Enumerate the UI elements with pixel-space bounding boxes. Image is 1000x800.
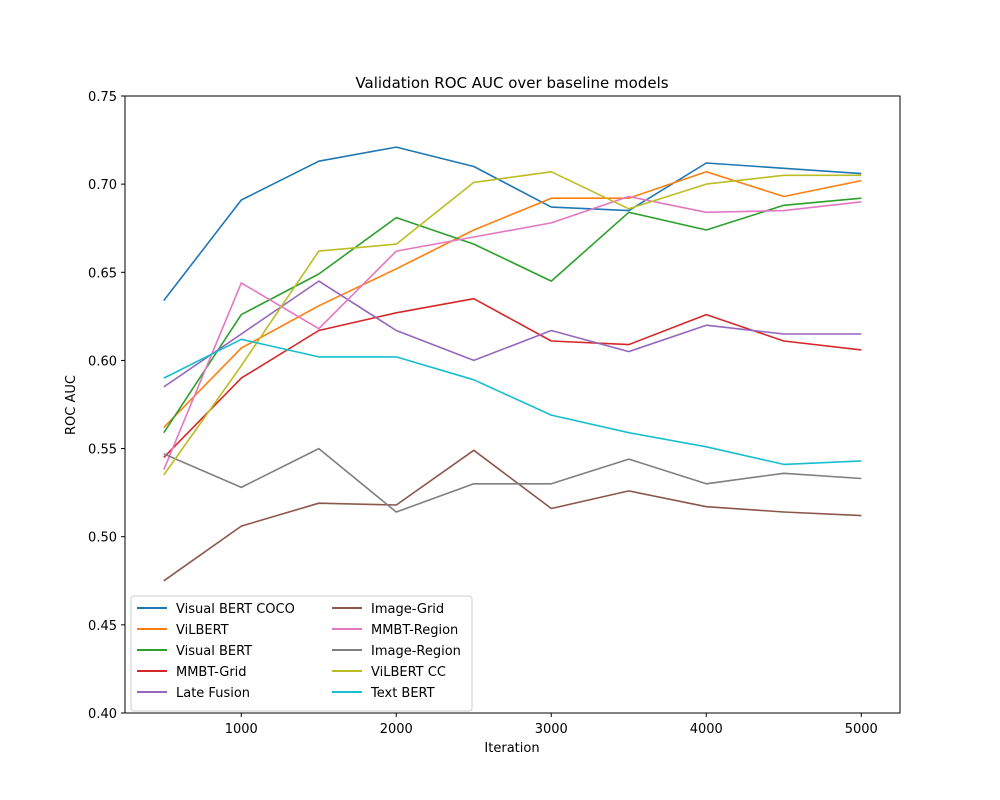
x-tick-label: 1000 <box>225 722 258 737</box>
series-line-image-region <box>163 447 862 513</box>
x-axis-title: Iteration <box>484 741 539 756</box>
legend-label: Visual BERT <box>176 644 252 659</box>
y-tick-label: 0.40 <box>88 707 117 722</box>
series-line-visual-bert-coco <box>163 146 862 301</box>
series-line-vilbert <box>163 171 862 428</box>
y-axis: 0.40 0.45 0.50 0.55 0.60 0.65 0.70 0.75 <box>88 90 125 722</box>
legend-label: ViLBERT CC <box>371 665 446 680</box>
x-tick-label: 4000 <box>690 722 723 737</box>
y-tick-label: 0.60 <box>88 354 117 369</box>
legend-box <box>130 595 473 712</box>
y-tick-label: 0.50 <box>88 531 117 546</box>
y-tick-label: 0.75 <box>88 90 117 105</box>
legend-label: Image-Region <box>371 644 461 659</box>
y-tick-label: 0.70 <box>88 178 117 193</box>
legend-label: Image-Grid <box>371 602 444 617</box>
y-axis-title: ROC AUC <box>64 375 79 435</box>
chart-title: Validation ROC AUC over baseline models <box>355 74 668 92</box>
legend-label: Late Fusion <box>176 686 250 701</box>
x-axis: 1000 2000 3000 4000 5000 <box>225 713 878 737</box>
series-line-visual-bert <box>163 197 862 434</box>
series-line-mmbt-grid <box>163 297 862 458</box>
legend-label: Text BERT <box>370 686 435 701</box>
x-tick-label: 5000 <box>845 722 878 737</box>
legend-label: ViLBERT <box>176 623 229 638</box>
series-layer <box>163 146 862 582</box>
series-line-mmbt-region <box>163 195 862 471</box>
series-line-vilbert-cc <box>163 171 862 476</box>
series-line-text-bert <box>163 338 862 466</box>
y-tick-label: 0.65 <box>88 266 117 281</box>
x-tick-label: 3000 <box>535 722 568 737</box>
legend-label: Visual BERT COCO <box>176 602 295 617</box>
series-line-image-grid <box>163 449 862 582</box>
y-tick-label: 0.45 <box>88 619 117 634</box>
legend-label: MMBT-Region <box>371 623 458 638</box>
y-tick-label: 0.55 <box>88 443 117 458</box>
legend: Visual BERT COCO ViLBERT Visual BERT MMBT-G… <box>130 595 473 712</box>
plot-frame <box>124 95 901 714</box>
legend-label: MMBT-Grid <box>176 665 247 680</box>
x-tick-label: 2000 <box>380 722 413 737</box>
